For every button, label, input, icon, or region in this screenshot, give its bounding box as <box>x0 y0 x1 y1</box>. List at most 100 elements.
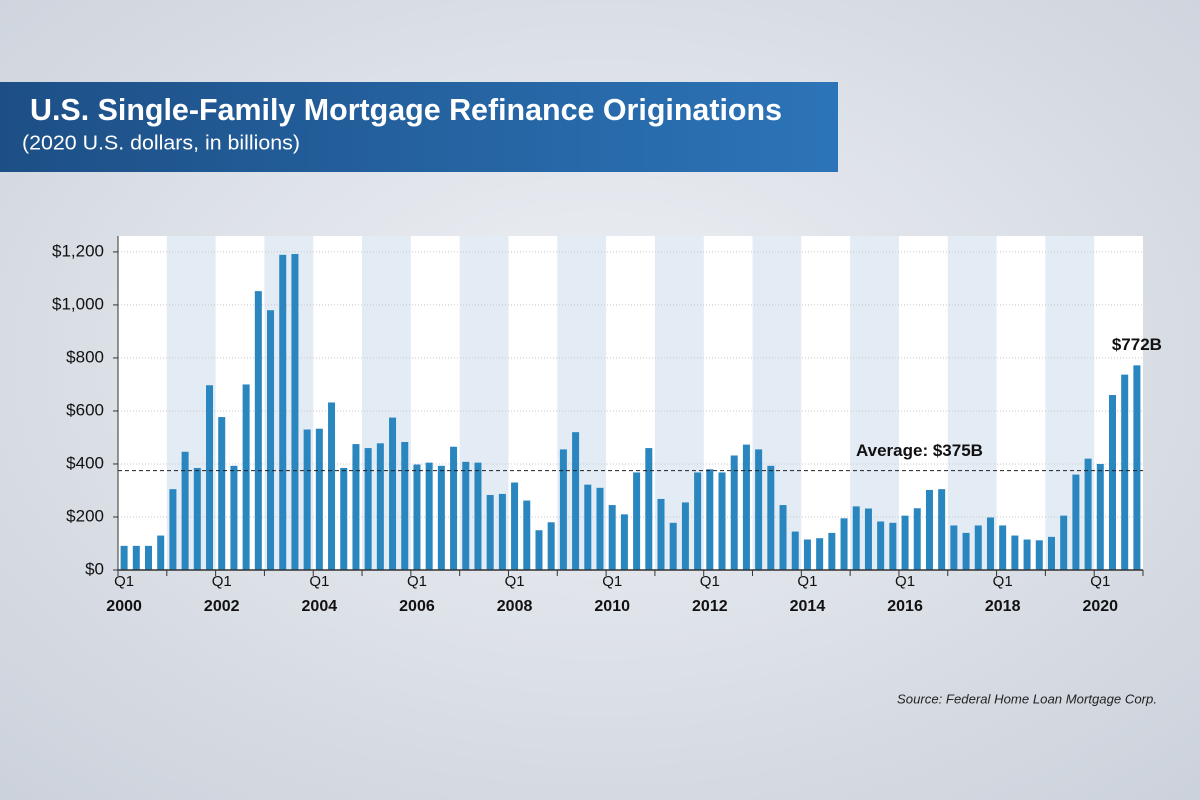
bar <box>425 462 433 570</box>
average-label: Average: $375B <box>856 441 983 460</box>
x-year-label: 2010 <box>594 598 630 615</box>
bar <box>169 489 177 570</box>
bar <box>328 402 336 570</box>
bar <box>828 532 836 570</box>
bar <box>645 448 653 570</box>
bar <box>706 469 714 570</box>
value-label: $772B <box>1112 335 1162 354</box>
y-tick-label: $600 <box>66 400 104 419</box>
bar <box>242 384 250 570</box>
bar <box>913 508 921 570</box>
bar <box>730 455 738 570</box>
bar <box>974 525 982 570</box>
bar <box>193 467 201 570</box>
bar <box>1060 515 1068 570</box>
bar <box>596 487 604 570</box>
bar <box>1072 474 1080 570</box>
bar <box>254 291 262 570</box>
bar <box>962 532 970 570</box>
chart-title: U.S. Single-Family Mortgage Refinance Or… <box>30 92 782 127</box>
y-tick-label: $800 <box>66 347 104 366</box>
bar <box>901 515 909 570</box>
x-tick-label: Q1 <box>895 573 915 590</box>
y-tick-label: $1,200 <box>52 241 104 260</box>
bar <box>230 465 238 570</box>
bar <box>413 464 421 570</box>
bar <box>742 444 750 570</box>
bar <box>498 493 506 570</box>
bar <box>852 506 860 570</box>
x-year-label: 2004 <box>302 598 338 615</box>
y-tick-label: $1,000 <box>52 294 104 313</box>
bar <box>474 462 482 570</box>
x-tick-label: Q1 <box>309 573 329 590</box>
bar <box>157 535 165 570</box>
bar <box>877 521 885 570</box>
x-tick-label: Q1 <box>602 573 622 590</box>
bar <box>608 505 616 570</box>
x-year-label: 2016 <box>887 598 923 615</box>
bar <box>633 472 641 570</box>
bar <box>718 472 726 570</box>
x-year-label: 2000 <box>106 598 142 615</box>
bar <box>950 525 958 570</box>
x-tick-label: Q1 <box>212 573 232 590</box>
bar <box>376 443 384 570</box>
bar <box>791 531 799 570</box>
y-tick-label: $400 <box>66 453 104 472</box>
bar <box>840 518 848 570</box>
chart-subtitle: (2020 U.S. dollars, in billions) <box>22 132 300 154</box>
x-year-label: 2014 <box>790 598 826 615</box>
x-year-label: 2012 <box>692 598 728 615</box>
bar <box>462 461 470 570</box>
bar <box>767 465 775 570</box>
bar <box>681 502 689 570</box>
x-year-label: 2002 <box>204 598 240 615</box>
bar <box>1121 374 1129 570</box>
x-tick-label: Q1 <box>407 573 427 590</box>
bar <box>620 514 628 570</box>
bar <box>1108 395 1116 570</box>
bar <box>1047 536 1055 570</box>
year-band <box>947 236 997 570</box>
bar <box>279 254 287 571</box>
bar <box>803 539 811 570</box>
bar <box>938 489 946 570</box>
bar <box>816 538 824 570</box>
x-tick-label: Q1 <box>1090 573 1110 590</box>
bar <box>694 472 702 570</box>
bar <box>547 522 555 570</box>
x-year-label: 2020 <box>1082 598 1118 615</box>
bar <box>584 484 592 570</box>
bar <box>450 446 458 570</box>
bar <box>352 444 360 570</box>
bar <box>401 441 409 570</box>
x-year-label: 2008 <box>497 598 533 615</box>
bar <box>1035 540 1043 570</box>
bar <box>999 525 1007 570</box>
bar <box>218 417 226 570</box>
bar <box>864 508 872 570</box>
bar <box>657 498 665 570</box>
bar <box>559 449 567 570</box>
bar <box>669 522 677 570</box>
bar <box>437 465 445 570</box>
bar <box>145 545 153 570</box>
bar <box>986 517 994 570</box>
bar <box>535 530 543 570</box>
bar <box>572 432 580 570</box>
x-year-label: 2006 <box>399 598 435 615</box>
bar <box>1096 463 1104 570</box>
bar <box>925 489 933 570</box>
x-tick-label: Q1 <box>700 573 720 590</box>
bar <box>889 522 897 570</box>
bar <box>389 417 397 570</box>
bar <box>132 545 140 570</box>
y-tick-label: $200 <box>66 506 104 525</box>
bar <box>1011 535 1019 570</box>
bar <box>486 494 494 570</box>
x-year-label: 2018 <box>985 598 1021 615</box>
bar <box>206 385 214 570</box>
